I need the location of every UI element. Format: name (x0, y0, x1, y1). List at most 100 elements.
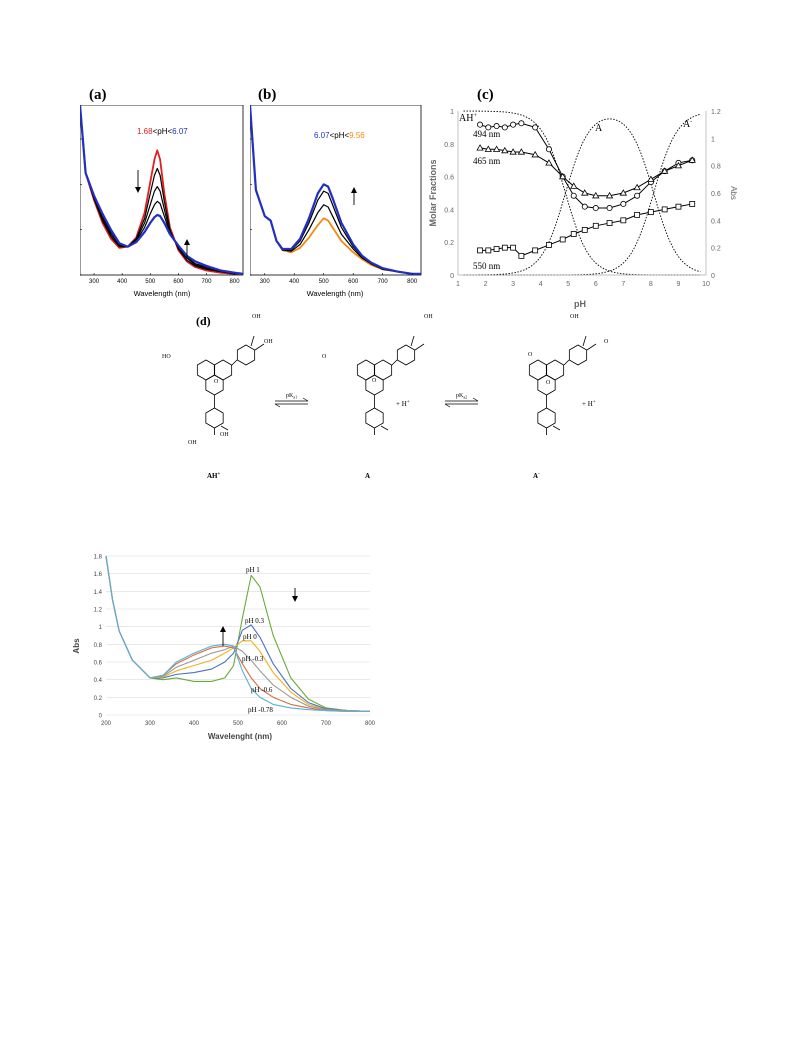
chart-a-arrow-down-head (135, 187, 141, 193)
chart-bottom-ytick: 1 (99, 625, 103, 631)
ring-b (205, 374, 224, 396)
chem-atom-label: O (214, 379, 219, 385)
chart-bottom-line (105, 555, 370, 713)
b-series-line (250, 105, 421, 275)
ring-a (528, 359, 548, 381)
chart-c-point-triangle (688, 156, 696, 163)
chart-c-ylabel-left: Molar Fractions (428, 159, 438, 226)
chart-c-ytick-right: 0.4 (711, 218, 721, 225)
chart-c-ytick-right: 1.2 (711, 109, 721, 116)
chart-c-point-square (634, 211, 641, 218)
bond (582, 335, 587, 347)
ring-c (213, 359, 233, 381)
chart-c-point-square (689, 201, 696, 207)
chart-c-ytick-right: 0.2 (711, 246, 721, 253)
chart-bottom-arrow-down-head (292, 596, 298, 602)
chem-atom-label: O (372, 378, 377, 384)
chart-bottom-xlabel: Wavelenght (nm) (208, 732, 272, 741)
chart-bottom-ytick: 0.2 (94, 696, 103, 702)
chart-c-point-triangle (570, 182, 578, 189)
chart-bottom-line (105, 555, 371, 713)
chart-c-point-circle (592, 205, 599, 212)
chart-c-xtick-label: 5 (566, 281, 570, 288)
chart-c-point-square (532, 247, 539, 254)
species-Aminus-label: A- (533, 472, 540, 480)
bond (231, 359, 238, 366)
chart-c-xtick-label: 8 (649, 281, 653, 288)
chart-c-point-circle (606, 205, 613, 212)
chart-bottom-ytick: 1.8 (94, 555, 103, 561)
chem-atom-label: OH (264, 339, 273, 345)
chart-bottom-ytick: 0.4 (94, 678, 103, 684)
chart-bottom-ylabel: Abs (72, 638, 81, 654)
chart-c-point-circle (510, 121, 517, 128)
chart-c-point-square (620, 217, 627, 224)
a-xtick-label: 400 (117, 279, 128, 285)
chart-c-point-triangle (592, 191, 600, 199)
chart-bottom: 0 0.2 0.4 0.6 0.8 1 1.2 1.4 1.6 1.8 200 300 400 500 60… (72, 555, 376, 742)
species-AH-label: AH+ (207, 472, 221, 480)
b-xtick-label: 800 (407, 279, 418, 285)
chart-c-point-circle (634, 192, 641, 199)
chart-bottom-xtick: 300 (145, 721, 156, 727)
bond (414, 343, 425, 351)
a-xtick-label: 700 (201, 279, 212, 285)
chem-atom-label: HO (162, 354, 171, 360)
a-xtick-label: 600 (173, 279, 184, 285)
chart-c-point-circle (570, 192, 577, 199)
chart-bottom-series-label: pH -0.6 (251, 686, 273, 694)
chart-bottom-ytick: 0 (99, 714, 103, 720)
chart-c-point-square (606, 220, 613, 226)
chart-c-ytick-left: 0.6 (444, 175, 454, 182)
chart-a-arrow-up-head (184, 239, 190, 245)
chart-c-xtick-label: 2 (484, 281, 488, 288)
a-xtick-label: 300 (89, 279, 100, 285)
a-series-line (80, 105, 244, 275)
chart-bottom-series-label: pH 1 (246, 566, 260, 574)
bond (563, 359, 570, 366)
chart-c-point-square (493, 246, 500, 252)
chart-bottom-xtick: 200 (101, 721, 112, 727)
chart-c-point-triangle (633, 183, 641, 191)
a-xtick-label: 500 (145, 279, 156, 285)
b-xtick-label: 500 (319, 279, 330, 285)
chart-c-xtick-label: 4 (539, 281, 543, 288)
chart-c-point-square (647, 209, 654, 216)
bond (380, 425, 389, 431)
chart-c-point-triangle (545, 159, 553, 166)
chart-bottom-ytick: 1.6 (94, 572, 103, 578)
chart-bottom-ytick: 0.8 (94, 643, 103, 649)
eq-label-2: pKa2 (456, 393, 467, 400)
chem-scheme: HO OH OH O OH OH O O OH O O O OH pKa1 pKa2 + H+ + H+… (162, 314, 609, 480)
b-xtick-label: 600 (348, 279, 359, 285)
chart-c-point-triangle (660, 167, 669, 174)
chem-atom-label: OH (220, 432, 229, 438)
chart-c-point-triangle (517, 148, 526, 155)
chart-c-ytick-right: 0.8 (711, 164, 721, 171)
bond (586, 343, 597, 351)
chart-c-point-square (570, 231, 577, 237)
chart-c-point-triangle (605, 191, 614, 199)
chart-c-xtick-label: 1 (456, 281, 460, 288)
chem-atom-label: O (528, 352, 533, 358)
chart-bottom-ytick: 1.4 (94, 590, 103, 596)
chart-c-xlabel: pH (574, 299, 586, 309)
chart-c-point-circle (477, 121, 484, 128)
chart-c-point-square (485, 247, 492, 254)
bond (552, 425, 561, 431)
equilibrium-arrow-1 (274, 397, 309, 408)
chart-bottom-xtick: 800 (365, 721, 376, 727)
chart-bottom-line (105, 555, 370, 713)
panel-d-label: (d) (196, 314, 211, 328)
chart-c-label-550: 550 nm (473, 261, 500, 271)
chart-c-xtick-label: 6 (594, 281, 598, 288)
chart-a: 30040050060070080000.40.81.2A 1.68<pH<6.… (80, 105, 244, 298)
chart-c-point-circle (518, 120, 525, 127)
chart-bottom-series-label: pH -0.3 (242, 655, 264, 663)
ring-top (396, 344, 416, 366)
b-xtick-label: 700 (378, 279, 389, 285)
ring-a (196, 359, 216, 381)
chart-bottom-ytick: 0.6 (94, 661, 103, 667)
a-series-line (80, 105, 244, 275)
eq-label-1: pKa1 (286, 393, 297, 400)
